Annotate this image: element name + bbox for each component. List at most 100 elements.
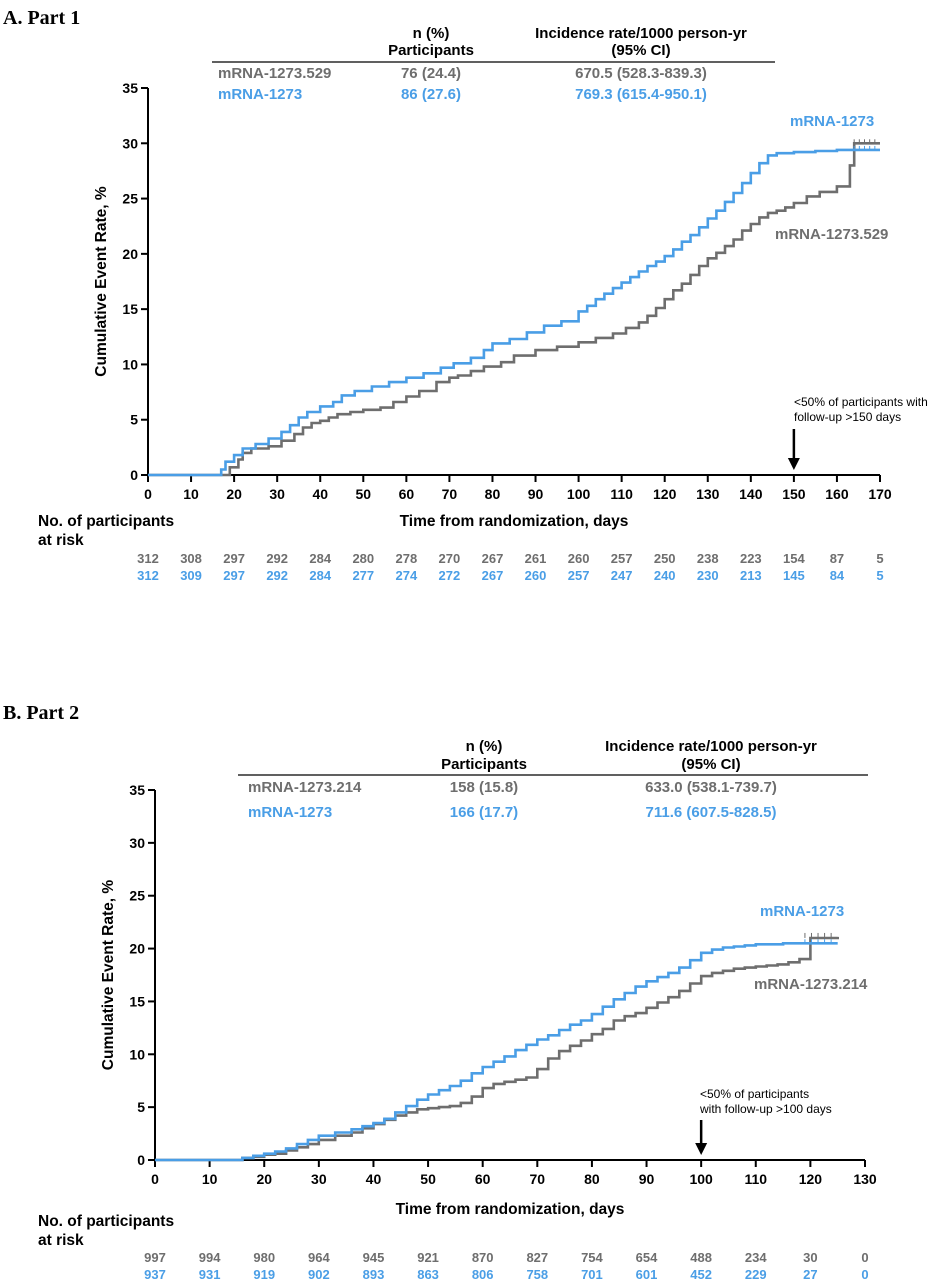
table-row-n: 158 (15.8) [450, 779, 518, 796]
y-axis-label: Cumulative Event Rate, % [93, 186, 110, 377]
x-tick-label: 20 [256, 1171, 272, 1187]
at-risk-value: 312 [137, 551, 159, 566]
x-axis-label: Time from randomization, days [400, 513, 629, 530]
annotation-line1: <50% of participants [700, 1087, 809, 1101]
table-row-n: 86 (27.6) [401, 86, 461, 103]
annotation-line2: with follow-up >100 days [699, 1102, 832, 1116]
at-risk-value: 964 [308, 1250, 330, 1265]
y-tick-label: 15 [129, 993, 145, 1009]
table-row-n: 76 (24.4) [401, 65, 461, 82]
at-risk-value: 84 [830, 568, 845, 583]
table-row-name: mRNA-1273.529 [218, 65, 331, 82]
x-tick-label: 100 [567, 486, 591, 502]
at-risk-value: 452 [690, 1267, 712, 1280]
at-risk-value: 234 [745, 1250, 767, 1265]
x-tick-label: 130 [696, 486, 720, 502]
x-tick-label: 80 [485, 486, 501, 502]
at-risk-value: 902 [308, 1267, 330, 1280]
at-risk-value: 250 [654, 551, 676, 566]
y-tick-label: 25 [129, 888, 145, 904]
at-risk-value: 937 [144, 1267, 166, 1280]
at-risk-value: 308 [180, 551, 202, 566]
x-tick-label: 0 [151, 1171, 159, 1187]
at-risk-value: 270 [439, 551, 461, 566]
at-risk-value: 229 [745, 1267, 767, 1280]
at-risk-value: 0 [861, 1250, 868, 1265]
x-tick-label: 70 [530, 1171, 546, 1187]
table-header-ci: (95% CI) [611, 42, 670, 59]
y-tick-label: 5 [137, 1099, 145, 1115]
table-row-incidence: 633.0 (538.1-739.7) [645, 779, 777, 796]
annotation-line2: follow-up >150 days [794, 410, 901, 424]
at-risk-value: 280 [352, 551, 374, 566]
at-risk-label: No. of participants [38, 513, 174, 530]
x-axis-label: Time from randomization, days [396, 1201, 625, 1218]
at-risk-value: 240 [654, 568, 676, 583]
table-header-incidence: Incidence rate/1000 person-yr [535, 25, 747, 42]
table-header-incidence: Incidence rate/1000 person-yr [605, 738, 817, 755]
at-risk-value: 312 [137, 568, 159, 583]
x-tick-label: 170 [868, 486, 892, 502]
at-risk-value: 277 [352, 568, 374, 583]
at-risk-value: 931 [199, 1267, 221, 1280]
series-end-label: mRNA-1273.529 [775, 226, 888, 243]
at-risk-value: 870 [472, 1250, 494, 1265]
x-tick-label: 90 [528, 486, 544, 502]
at-risk-label: at risk [38, 532, 84, 549]
at-risk-value: 5 [876, 568, 883, 583]
x-tick-label: 30 [269, 486, 285, 502]
at-risk-value: 261 [525, 551, 547, 566]
x-tick-label: 160 [825, 486, 849, 502]
x-tick-label: 20 [226, 486, 242, 502]
y-tick-label: 35 [122, 80, 138, 96]
at-risk-value: 654 [636, 1250, 658, 1265]
at-risk-value: 267 [482, 568, 504, 583]
x-tick-label: 10 [183, 486, 199, 502]
table-row-name: mRNA-1273 [218, 86, 302, 103]
table-row-n: 166 (17.7) [450, 804, 518, 821]
annotation-line1: <50% of participants with [794, 395, 928, 409]
table-header-n: n (%) [413, 25, 450, 42]
at-risk-value: 30 [803, 1250, 817, 1265]
table-header-ci: (95% CI) [681, 756, 740, 773]
at-risk-value: 919 [253, 1267, 275, 1280]
table-header-participants: Participants [388, 42, 474, 59]
at-risk-value: 278 [396, 551, 418, 566]
x-tick-label: 150 [782, 486, 806, 502]
x-tick-label: 120 [653, 486, 677, 502]
at-risk-value: 154 [783, 551, 805, 566]
x-tick-label: 90 [639, 1171, 655, 1187]
annotation-arrow-head [695, 1143, 708, 1155]
y-tick-label: 5 [130, 412, 138, 428]
y-tick-label: 35 [129, 782, 145, 798]
at-risk-value: 87 [830, 551, 844, 566]
at-risk-value: 863 [417, 1267, 439, 1280]
at-risk-value: 257 [611, 551, 633, 566]
table-row-incidence: 769.3 (615.4-950.1) [575, 86, 707, 103]
at-risk-value: 997 [144, 1250, 166, 1265]
table-row-incidence: 711.6 (607.5-828.5) [646, 804, 777, 821]
at-risk-value: 601 [636, 1267, 658, 1280]
at-risk-value: 260 [568, 551, 590, 566]
y-tick-label: 0 [137, 1152, 145, 1168]
y-tick-label: 10 [122, 356, 138, 372]
x-tick-label: 30 [311, 1171, 327, 1187]
at-risk-value: 292 [266, 568, 288, 583]
table-header-participants: Participants [441, 756, 527, 773]
at-risk-value: 257 [568, 568, 590, 583]
panel-title: B. Part 2 [3, 702, 79, 724]
y-tick-label: 25 [122, 191, 138, 207]
y-tick-label: 30 [129, 835, 145, 851]
x-tick-label: 110 [610, 486, 633, 502]
at-risk-value: 292 [266, 551, 288, 566]
x-tick-label: 60 [399, 486, 415, 502]
y-axis-label: Cumulative Event Rate, % [100, 880, 117, 1071]
x-tick-label: 100 [689, 1171, 713, 1187]
series-line [148, 148, 880, 477]
x-tick-label: 110 [744, 1171, 767, 1187]
at-risk-value: 827 [526, 1250, 548, 1265]
y-tick-label: 10 [129, 1046, 145, 1062]
at-risk-value: 945 [363, 1250, 385, 1265]
series-line [155, 942, 838, 1162]
